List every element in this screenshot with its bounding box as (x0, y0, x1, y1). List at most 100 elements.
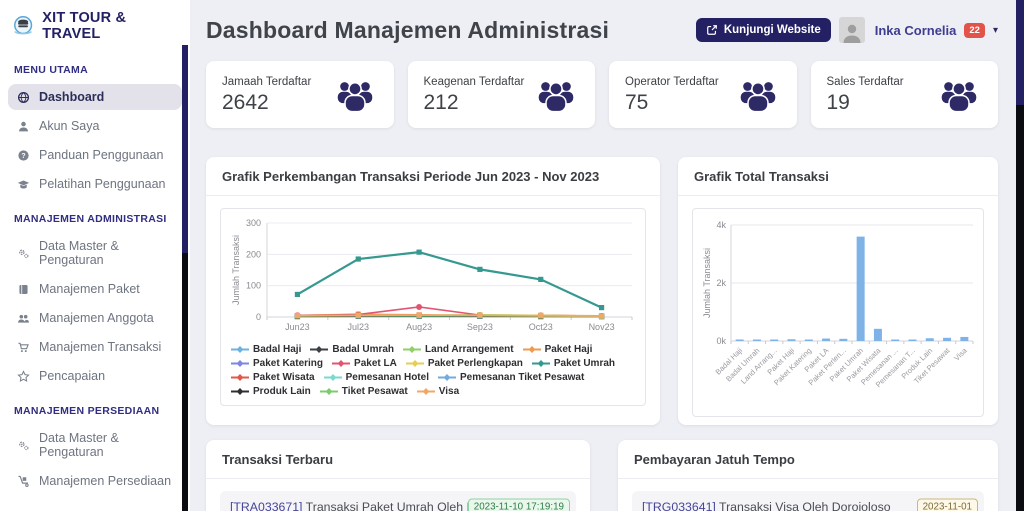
svg-text:Jumlah Transaksi: Jumlah Transaksi (702, 248, 712, 318)
legend-item-pemesanan-hotel[interactable]: Pemesanan Hotel (323, 372, 429, 383)
legend-item-paket-katering[interactable]: Paket Katering (231, 358, 323, 369)
cart-icon (18, 342, 29, 352)
legend-item-paket-wisata[interactable]: Paket Wisata (231, 372, 315, 383)
sidebar-item-manajemen-persediaan[interactable]: Manajemen Persediaan (8, 468, 182, 494)
transaction-row[interactable]: [TRA033671] Transaksi Paket Umrah Oleh I… (220, 491, 576, 511)
legend-marker-icon (231, 360, 249, 367)
page-scrollbar[interactable] (1016, 0, 1024, 511)
book-icon (19, 284, 28, 294)
user-name[interactable]: Inka Cornelia (874, 22, 957, 38)
line-chart-box: 0 100 200 300 Jun23 Jul23 Aug23 Sep23 Oct23 Nov23… (220, 208, 646, 406)
legend-item-badal-haji[interactable]: Badal Haji (231, 344, 301, 355)
gears-icon (19, 441, 29, 450)
brand-name: XIT TOUR & TRAVEL (42, 10, 127, 42)
svg-text:Visa: Visa (952, 345, 969, 362)
legend-marker-icon (323, 374, 342, 381)
sidebar-item-pencapaian[interactable]: Pencapaian (8, 363, 182, 389)
sidebar-item-label: Dashboard (39, 90, 105, 104)
legend-label: Paket Wisata (253, 372, 315, 383)
transaction-id: [TRA033671] (230, 500, 303, 511)
globe-icon (17, 91, 30, 103)
sidebar-nav: MENU UTAMA Dashboard Akun Saya? Panduan Pen… (0, 64, 190, 511)
legend-item-land-arrangement[interactable]: Land Arrangement (403, 344, 514, 355)
topbar-right: Kunjungi Website Inka Cornelia 22 ▾ (695, 17, 998, 43)
sidebar-scrollbar-thumb[interactable] (182, 45, 188, 253)
star-icon (17, 369, 30, 382)
legend-label: Paket LA (354, 358, 397, 369)
sidebar-item-label: Manajemen Anggota (39, 311, 154, 325)
brand-logo[interactable]: XIT TOUR & TRAVEL (0, 0, 190, 48)
svg-text:Aug23: Aug23 (406, 322, 432, 332)
transaction-text: Transaksi Paket Umrah Oleh Inka Cornelia (305, 500, 539, 511)
legend-item-paket-perlengkapan[interactable]: Paket Perlengkapan (405, 358, 523, 369)
legend-item-paket-la[interactable]: Paket LA (332, 358, 397, 369)
sidebar-item-panduan-penggunaan[interactable]: ? Panduan Penggunaan (8, 142, 182, 168)
sidebar-item-label: Manajemen Paket (39, 282, 140, 296)
person-icon (843, 24, 861, 43)
stat-label: Jamaah Terdaftar (222, 76, 312, 88)
page-scrollbar-thumb[interactable] (1016, 0, 1024, 105)
legend-label: Pemesanan Hotel (345, 372, 429, 383)
legend-label: Paket Haji (544, 344, 593, 355)
svg-text:0k: 0k (716, 336, 726, 346)
sidebar-item-data-master-pengaturan[interactable]: Data Master & Pengaturan (8, 233, 182, 273)
svg-text:Jumlah Transaksi: Jumlah Transaksi (231, 235, 241, 305)
legend-item-paket-umrah[interactable]: Paket Umrah (531, 358, 616, 369)
sidebar-scrollbar[interactable] (182, 45, 188, 511)
graduation-cap-icon (17, 179, 30, 188)
visit-website-label: Kunjungi Website (723, 24, 821, 36)
sidebar-item-label: Pencapaian (39, 369, 106, 383)
legend-label: Land Arrangement (425, 344, 514, 355)
line-chart-card: Grafik Perkembangan Transaksi Periode Ju… (206, 157, 660, 425)
stat-card-sales-terdaftar: Sales Terdaftar 19 (810, 61, 998, 128)
sidebar-item-manajemen-transaksi[interactable]: Manajemen Transaksi (8, 334, 182, 360)
svg-text:300: 300 (246, 218, 261, 228)
date-badge: 2023-11-01 (916, 498, 978, 511)
line-chart-title: Grafik Perkembangan Transaksi Periode Ju… (206, 157, 660, 196)
legend-marker-icon (319, 388, 338, 395)
legend-label: Badal Umrah (332, 344, 395, 355)
sidebar-section-title: MANAJEMEN ADMINISTRASI (14, 213, 167, 225)
svg-text:Jul23: Jul23 (347, 322, 369, 332)
transaction-id: [TRG033641] (642, 500, 716, 511)
legend-item-badal-umrah[interactable]: Badal Umrah (310, 344, 394, 355)
payment-row[interactable]: [TRG033641] Transaksi Visa Oleh Dorojolo… (632, 491, 984, 511)
topbar: Dashboard Manajemen Administrasi Kunjung… (206, 12, 998, 48)
avatar[interactable] (838, 17, 865, 43)
svg-text:Jun23: Jun23 (285, 322, 310, 332)
legend-marker-icon (310, 346, 329, 353)
legend-item-paket-haji[interactable]: Paket Haji (522, 344, 593, 355)
svg-text:Oct23: Oct23 (529, 322, 553, 332)
svg-text:Nov23: Nov23 (589, 322, 615, 332)
legend-label: Produk Lain (253, 386, 311, 397)
legend-marker-icon (332, 360, 351, 367)
chevron-down-icon[interactable]: ▾ (992, 24, 998, 36)
bottom-row: Transaksi Terbaru [TRA033671] Transaksi … (206, 440, 998, 511)
line-chart: 0 100 200 300 Jun23 Jul23 Aug23 Sep23 Oct23 Nov23… (231, 218, 633, 332)
external-link-icon (706, 25, 717, 35)
legend-label: Paket Katering (253, 358, 324, 369)
visit-website-button[interactable]: Kunjungi Website (695, 18, 831, 42)
legend-item-produk-lain[interactable]: Produk Lain (231, 386, 311, 397)
legend-label: Visa (438, 386, 460, 397)
legend-marker-icon (231, 346, 249, 353)
bar-chart-card: Grafik Total Transaksi 0k 2k 4k Badal Haji B… (678, 157, 998, 425)
legend-item-tiket-pesawat[interactable]: Tiket Pesawat (319, 386, 408, 397)
sidebar-item-dashboard[interactable]: Dashboard (8, 84, 182, 110)
legend-item-pemesanan-tiket-pesawat[interactable]: Pemesanan Tiket Pesawat (437, 372, 584, 383)
sidebar-item-label: Data Master & Pengaturan (39, 239, 119, 267)
sidebar-item-label: Manajemen Persediaan (39, 474, 172, 488)
legend-marker-icon (437, 374, 456, 381)
sidebar-item-data-master-pengaturan[interactable]: Data Master & Pengaturan (8, 425, 182, 465)
due-payments-list: [TRG033641] Transaksi Visa Oleh Dorojolo… (618, 491, 998, 511)
sidebar-item-label: Data Master & Pengaturan (39, 431, 119, 459)
stat-label: Keagenan Terdaftar (423, 76, 525, 88)
sidebar-item-manajemen-paket[interactable]: Manajemen Paket (8, 276, 182, 302)
legend-label: Paket Umrah (553, 358, 616, 369)
sidebar-item-pelatihan-penggunaan[interactable]: Pelatihan Penggunaan (8, 171, 182, 197)
sidebar-item-manajemen-anggota[interactable]: Manajemen Anggota (8, 305, 182, 331)
stat-value: 2642 (222, 91, 269, 114)
sidebar-item-akun-saya[interactable]: Akun Saya (8, 113, 182, 139)
legend-item-visa[interactable]: Visa (416, 386, 460, 397)
legend-marker-icon (531, 360, 550, 367)
